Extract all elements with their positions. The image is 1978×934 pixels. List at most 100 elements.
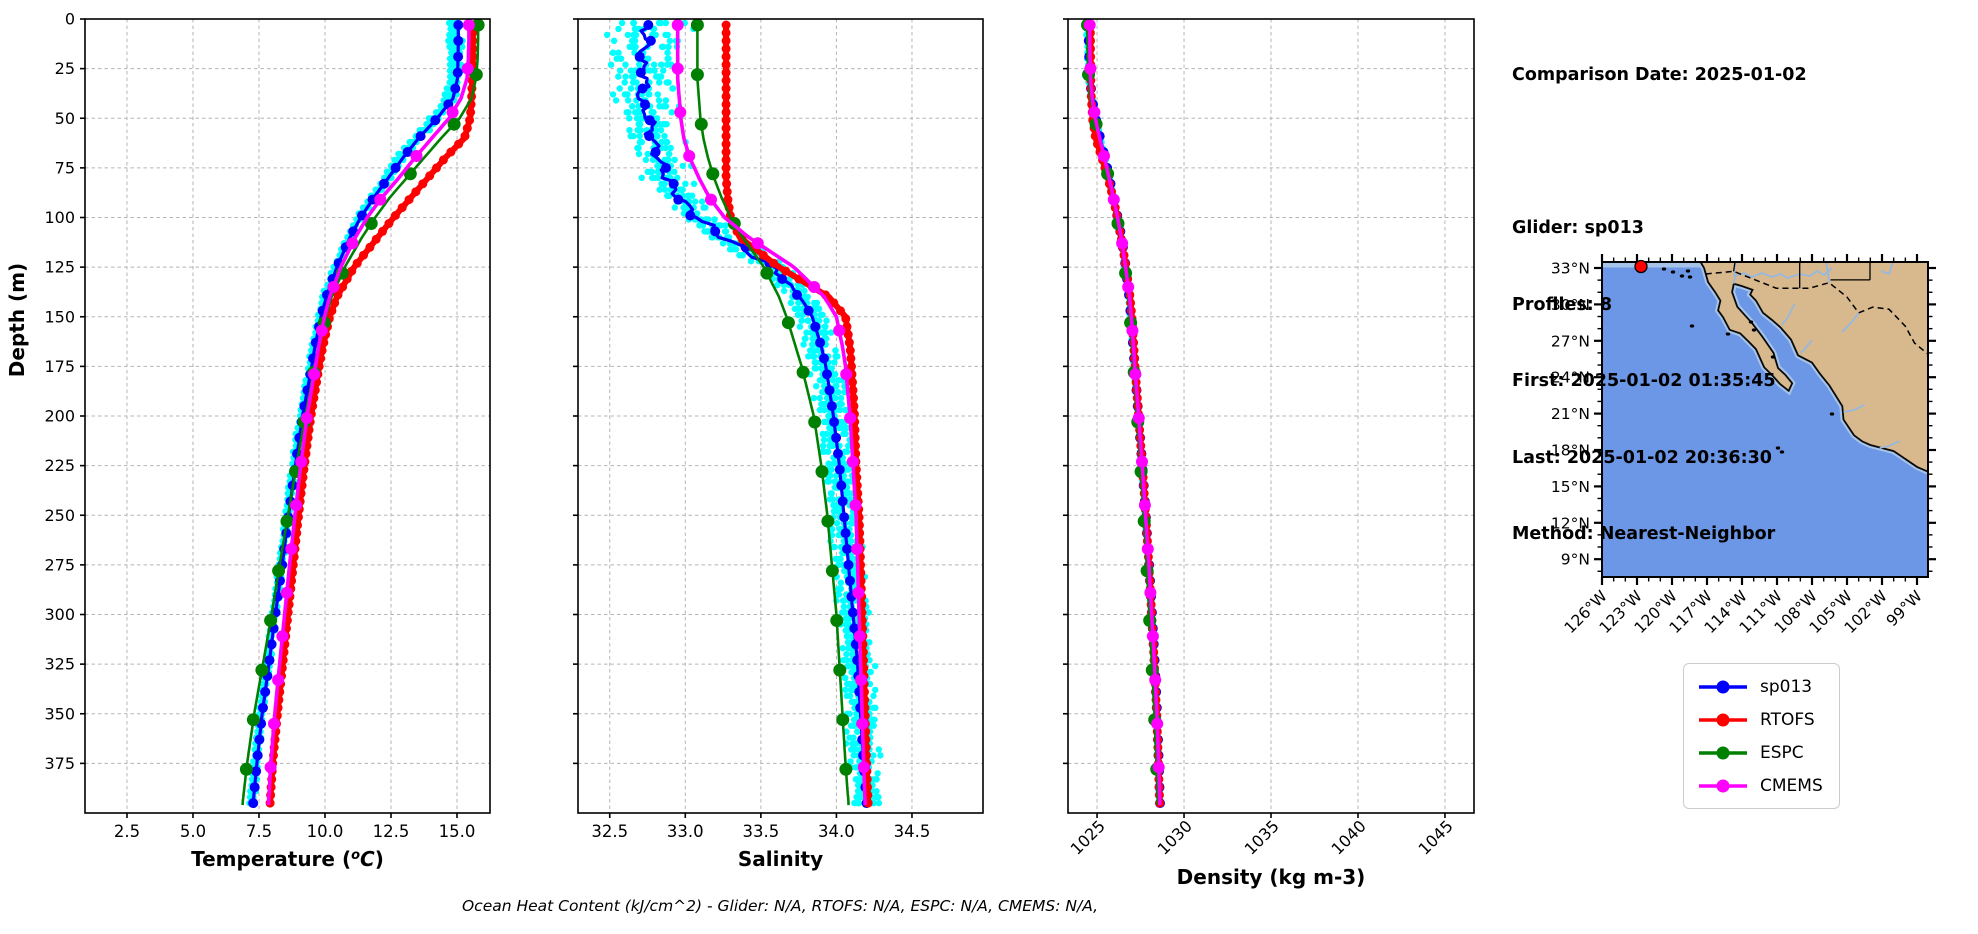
svg-text:33.0: 33.0 — [667, 822, 704, 841]
svg-text:375: 375 — [44, 754, 75, 773]
svg-text:50: 50 — [55, 109, 75, 128]
profile-plots: 2.5 5.0 7.5 10.0 12.5 15.0 Temperature (oC) 0 25… — [5, 10, 1475, 889]
ylabel-depth: Depth (m) — [5, 263, 29, 377]
svg-text:150: 150 — [44, 307, 75, 326]
map-river — [1880, 262, 1894, 276]
series-CMEMS — [264, 19, 475, 806]
svg-text:5.0: 5.0 — [180, 822, 206, 841]
panel-density: 1025 1030 1035 1040 1045 Density (kg m-3) — [1063, 18, 1475, 889]
svg-text:1045: 1045 — [1415, 816, 1457, 858]
svg-text:34.0: 34.0 — [818, 822, 855, 841]
svg-text:200: 200 — [44, 407, 75, 426]
map-island — [1829, 412, 1835, 416]
svg-text:325: 325 — [44, 655, 75, 674]
info-gap — [1512, 140, 1807, 166]
legend-line-marker-icon — [1699, 713, 1747, 726]
svg-text:1025: 1025 — [1067, 816, 1109, 858]
map-lat-label: 27°N — [1551, 332, 1590, 350]
map-island — [1661, 267, 1667, 271]
map-island — [1770, 355, 1776, 359]
map-island — [1725, 332, 1731, 336]
map-lat-label: 24°N — [1551, 369, 1590, 387]
legend-label: RTOFS — [1760, 709, 1815, 730]
svg-text:7.5: 7.5 — [246, 822, 272, 841]
map-lat-label: 33°N — [1551, 260, 1590, 278]
svg-text:34.5: 34.5 — [894, 822, 931, 841]
map-island — [1748, 320, 1754, 324]
profiles-text: Profiles: 8 — [1512, 294, 1613, 315]
comparison-date-text: Comparison Date: 2025-01-02 — [1512, 65, 1807, 85]
svg-text:75: 75 — [55, 158, 75, 177]
map-river — [1843, 404, 1865, 413]
map-island — [1685, 269, 1691, 273]
map-island — [1689, 324, 1695, 328]
map-lat-label: 30°N — [1551, 296, 1590, 314]
svg-text:1030: 1030 — [1154, 816, 1196, 858]
map-river — [1841, 312, 1860, 333]
map-state-border — [1732, 262, 1736, 272]
legend-label: sp013 — [1760, 676, 1813, 697]
svg-text:1040: 1040 — [1328, 816, 1370, 858]
map-island — [1687, 275, 1693, 279]
svg-text:15.0: 15.0 — [439, 822, 476, 841]
map-island — [1775, 446, 1781, 450]
legend-line-marker-icon — [1699, 779, 1747, 792]
legend-item-rtofs: RTOFS — [1696, 706, 1823, 733]
method-text: Method: Nearest-Neighbor — [1512, 524, 1776, 544]
glider-text: Glider: sp013 — [1512, 218, 1644, 238]
ocean-heat-content-caption: Ocean Heat Content (kJ/cm^2) - Glider: N… — [461, 897, 1099, 915]
map-lat-label: 15°N — [1551, 478, 1590, 496]
map-island — [1679, 274, 1685, 278]
legend: sp013 RTOFS ESPC CMEMS — [1683, 663, 1840, 809]
svg-text:10.0: 10.0 — [307, 822, 344, 841]
legend-label: CMEMS — [1760, 775, 1823, 796]
legend-line-marker-icon — [1699, 746, 1747, 759]
legend-item-espc: ESPC — [1696, 739, 1823, 766]
xlabel-temperature: Temperature (oC) — [191, 847, 384, 871]
last-time-text: Last: 2025-01-02 20:36:30 — [1512, 447, 1772, 468]
map-river — [1781, 303, 1796, 326]
xlabel-density: Density (kg m-3) — [1177, 865, 1366, 889]
location-map: 33°N30°N27°N24°N21°N18°N15°N12°N9°N126°W… — [1551, 254, 1936, 637]
svg-text:25: 25 — [55, 59, 75, 78]
svg-text:300: 300 — [44, 605, 75, 624]
map-island — [1670, 270, 1676, 274]
panel-salinity: 32.5 33.0 33.5 34.0 34.5 Salinity — [573, 18, 984, 871]
svg-text:12.5: 12.5 — [373, 822, 410, 841]
map-river — [1879, 440, 1900, 449]
series-CMEMS — [671, 19, 870, 806]
legend-item-cmems: CMEMS — [1696, 772, 1823, 799]
svg-text:33.5: 33.5 — [742, 822, 779, 841]
svg-text:1035: 1035 — [1241, 816, 1283, 858]
svg-text:32.5: 32.5 — [591, 822, 628, 841]
legend-line-marker-icon — [1699, 680, 1747, 693]
map-river — [1799, 339, 1813, 354]
first-time-text: First: 2025-01-02 01:35:45 — [1512, 371, 1776, 391]
panel-temperature: 2.5 5.0 7.5 10.0 12.5 15.0 Temperature (oC) 0 25… — [44, 10, 491, 871]
svg-text:0: 0 — [65, 10, 75, 29]
xlabel-salinity: Salinity — [738, 847, 823, 871]
info-block: Comparison Date: 2025-01-02 Glider: sp01… — [1512, 12, 1807, 599]
map-shallow-strip — [1602, 262, 1701, 268]
svg-text:275: 275 — [44, 555, 75, 574]
legend-label: ESPC — [1760, 742, 1804, 763]
svg-text:125: 125 — [44, 258, 75, 277]
map-lat-label: 18°N — [1551, 442, 1590, 460]
svg-text:175: 175 — [44, 357, 75, 376]
svg-text:2.5: 2.5 — [114, 822, 140, 841]
map-lat-label: 12°N — [1551, 514, 1590, 532]
map-lat-label: 9°N — [1561, 551, 1590, 569]
svg-text:100: 100 — [44, 208, 75, 227]
glider-position-marker — [1634, 259, 1648, 274]
series-CMEMS — [1083, 19, 1165, 806]
map-lon-label: 99°W — [1883, 587, 1926, 630]
map-border-dashed — [1705, 270, 1928, 355]
map-island — [1779, 450, 1785, 454]
map-river — [1734, 267, 1833, 279]
svg-text:350: 350 — [44, 704, 75, 723]
map-land — [1699, 262, 1928, 473]
map-river — [1733, 262, 1737, 284]
map-river — [1825, 262, 1830, 283]
legend-item-sp013: sp013 — [1696, 673, 1823, 700]
